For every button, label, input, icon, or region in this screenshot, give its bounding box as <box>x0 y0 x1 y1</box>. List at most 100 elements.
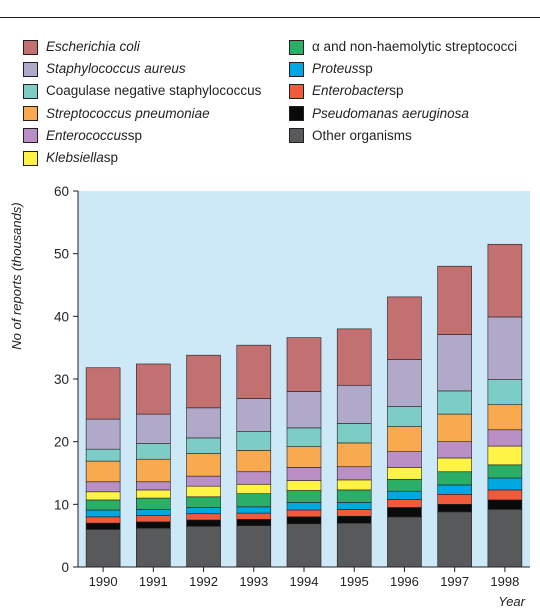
bar-segment <box>136 521 171 529</box>
legend-item: Staphylococcus aureus <box>23 58 261 80</box>
legend-label-suffix: sp <box>389 83 404 99</box>
legend-swatch <box>23 61 38 77</box>
bar-segment <box>236 525 272 568</box>
bar-segment <box>387 499 422 508</box>
bar-segment <box>85 418 121 450</box>
bar-segment <box>236 398 272 432</box>
bar-segment <box>286 502 322 511</box>
bar-segment <box>186 513 221 521</box>
bar-segment <box>387 490 422 500</box>
legend-label: Coagulase negative staphylococcus <box>46 83 262 99</box>
bar-segment <box>85 460 121 483</box>
legend-label: Klebsiella <box>46 150 104 166</box>
bar-segment <box>85 516 121 524</box>
bar-segment <box>336 328 372 386</box>
y-tick-label: 50 <box>54 247 69 262</box>
bar-segment <box>336 502 372 510</box>
legend-swatch <box>289 128 304 144</box>
bar-segment <box>487 379 523 405</box>
legend-item: Escherichia coli <box>23 36 261 58</box>
legend-swatch <box>23 83 38 99</box>
bar-segment <box>437 511 472 568</box>
bar-segment <box>85 529 121 568</box>
legend-swatch <box>289 61 304 77</box>
bar-segment <box>136 443 171 460</box>
bar-segment <box>186 519 221 527</box>
x-tick-label: 1993 <box>239 574 268 589</box>
bar-segment <box>136 481 171 491</box>
bar-segment <box>85 499 121 511</box>
legend-label: Enterococcus <box>46 127 128 143</box>
legend-swatch <box>23 128 38 144</box>
bar-segment <box>387 296 422 360</box>
bar-segment <box>236 431 272 451</box>
bar-segment <box>236 506 272 514</box>
legend-label: Other organisms <box>312 127 412 143</box>
bar-segment <box>336 384 372 424</box>
legend-swatch <box>23 150 38 166</box>
bar-segment <box>487 477 523 491</box>
bar-segment <box>437 471 472 486</box>
bar-segment <box>136 497 171 510</box>
bar-segment <box>387 516 422 568</box>
bar-segment <box>336 423 372 444</box>
legend-label: Streptococcus pneumoniae <box>46 105 210 121</box>
bar-segment <box>136 413 171 444</box>
bar-segment <box>437 413 472 442</box>
bar-segment <box>186 407 221 439</box>
legend-swatch <box>289 39 304 55</box>
legend-label-suffix: sp <box>358 61 373 77</box>
bar-segment <box>286 391 322 429</box>
bar-segment <box>487 509 523 568</box>
bar-segment <box>236 450 272 473</box>
bar-segment <box>136 527 171 568</box>
legend-swatch <box>289 106 304 122</box>
bar-segment <box>85 491 121 501</box>
bar-segment <box>387 426 422 452</box>
bar-segment <box>387 406 422 427</box>
legend-item: Proteus sp <box>289 58 517 80</box>
y-tick-label: 40 <box>54 309 69 324</box>
legend-item: α and non-haemolytic streptococci <box>289 36 517 58</box>
bar-segment <box>186 354 221 409</box>
bar-segment <box>437 441 472 459</box>
bar-segment <box>387 359 422 407</box>
legend-label: Escherichia coli <box>46 39 140 55</box>
bar-segment <box>286 523 322 568</box>
legend-label: Proteus <box>312 61 359 77</box>
bar-segment <box>336 466 372 481</box>
bar-segment <box>186 496 221 508</box>
legend-label: Staphylococcus aureus <box>46 61 186 77</box>
bar-segment <box>437 334 472 392</box>
bar-segment <box>336 522 372 568</box>
legend-item: Coagulase negative staphylococcus <box>23 80 261 102</box>
bar-segment <box>136 458 171 483</box>
y-tick-label: 30 <box>54 372 69 387</box>
legend-label: Enterobacter <box>312 83 390 99</box>
legend-item: Other organisms <box>289 125 517 147</box>
legend-label-suffix: sp <box>103 150 119 166</box>
bar-segment <box>286 490 322 503</box>
legend-column-2: α and non-haemolytic streptococci Proteus… <box>289 36 517 147</box>
bar-segment <box>437 494 472 505</box>
bar-segment <box>487 499 523 510</box>
bar-segment <box>387 451 422 468</box>
legend-item: Enterobacter sp <box>289 80 517 102</box>
bar-segment <box>236 344 272 399</box>
bar-segment <box>85 522 121 530</box>
bar-segment <box>487 316 523 380</box>
legend-item: Streptococcus pneumoniae <box>23 103 261 125</box>
bar-segment <box>236 471 272 485</box>
y-tick-label: 10 <box>54 497 69 512</box>
bar-segment <box>487 464 523 479</box>
y-tick-label: 20 <box>54 435 69 450</box>
bar-segment <box>336 479 372 491</box>
bar-segment <box>85 367 121 420</box>
x-axis-title: Year <box>498 594 525 609</box>
bar-segment <box>437 390 472 415</box>
bar-segment <box>487 445 523 466</box>
bar-segment <box>136 509 171 516</box>
legend-item: Pseudomanas aeruginosa <box>289 103 517 125</box>
bar-segment <box>437 457 472 473</box>
x-tick-label: 1991 <box>139 574 168 589</box>
